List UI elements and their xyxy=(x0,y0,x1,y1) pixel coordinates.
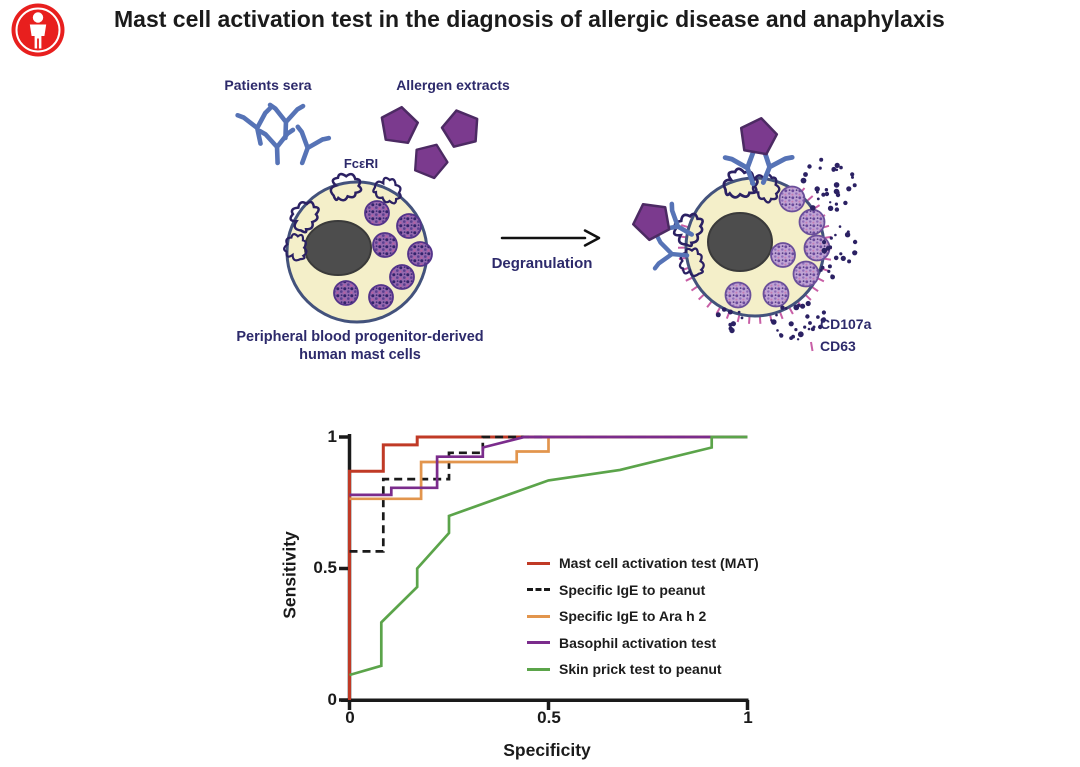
figure-title: Mast cell activation test in the diagnos… xyxy=(114,6,945,32)
patients-sera-antibodies xyxy=(238,105,329,169)
y-tick-1: 1 xyxy=(327,427,337,446)
allergen-extracts-pentagons xyxy=(377,103,484,182)
legend-label-mat: Mast cell activation test (MAT) xyxy=(559,555,759,572)
legend-item-arah2: Specific IgE to Ara h 2 xyxy=(527,603,759,630)
legend-item-mat: Mast cell activation test (MAT) xyxy=(527,550,759,577)
y-tick-05: 0.5 xyxy=(313,558,337,577)
y-tick-0: 0 xyxy=(327,690,337,709)
cell-caption-line1: Peripheral blood progenitor-derived xyxy=(236,329,484,345)
allergen-extracts-label: Allergen extracts xyxy=(396,77,510,93)
roc-curve-3 xyxy=(349,435,748,497)
cd107a-dot-icon xyxy=(808,321,812,325)
degranulation-label: Degranulation xyxy=(491,255,593,272)
x-tick-0: 0 xyxy=(345,708,355,727)
person-icon xyxy=(29,12,47,49)
journal-logo-icon xyxy=(11,3,65,57)
chart-legend: Mast cell activation test (MAT) Specific… xyxy=(527,550,759,683)
legend-label-sige-peanut: Specific IgE to peanut xyxy=(559,581,706,598)
legend-item-spt: Skin prick test to peanut xyxy=(527,656,759,683)
x-tick-1: 1 xyxy=(743,708,753,727)
x-axis-label: Specificity xyxy=(503,740,591,760)
x-tick-05: 0.5 xyxy=(537,708,561,727)
granules-resting xyxy=(333,200,433,310)
legend-swatch-bat xyxy=(527,641,550,645)
patients-sera-label: Patients sera xyxy=(224,77,312,93)
cell-caption-line2: human mast cells xyxy=(299,347,421,363)
roc-curve-1 xyxy=(349,435,748,553)
legend-label-arah2: Specific IgE to Ara h 2 xyxy=(559,608,707,625)
released-granule-dots xyxy=(715,157,858,341)
granules-degranulating xyxy=(724,185,831,309)
cell-caption: Peripheral blood progenitor-derived huma… xyxy=(236,328,483,364)
legend-item-sige-peanut: Specific IgE to peanut xyxy=(527,577,759,604)
roc-curve-0 xyxy=(348,435,748,700)
cd107a-label: CD107a xyxy=(820,316,872,332)
logo-ring xyxy=(15,7,61,53)
roc-curve-2 xyxy=(349,435,748,501)
legend-swatch-arah2 xyxy=(527,614,550,618)
resting-mast-cell xyxy=(282,169,433,324)
legend-item-bat: Basophil activation test xyxy=(527,630,759,657)
fceri-label: FcεRI xyxy=(343,156,379,171)
activated-mast-cell xyxy=(625,113,858,341)
legend-label-bat: Basophil activation test xyxy=(559,634,717,651)
cd63-tick-icon xyxy=(810,341,814,352)
marker-legend-icons xyxy=(807,321,816,352)
legend-swatch-sige-peanut xyxy=(527,588,550,592)
cd63-label: CD63 xyxy=(820,338,856,354)
legend-label-spt: Skin prick test to peanut xyxy=(559,661,722,678)
legend-swatch-mat xyxy=(527,561,550,565)
roc-curve-4 xyxy=(349,435,748,677)
degranulation-arrow xyxy=(500,229,601,247)
roc-curves xyxy=(348,435,748,700)
legend-swatch-spt xyxy=(527,667,550,671)
